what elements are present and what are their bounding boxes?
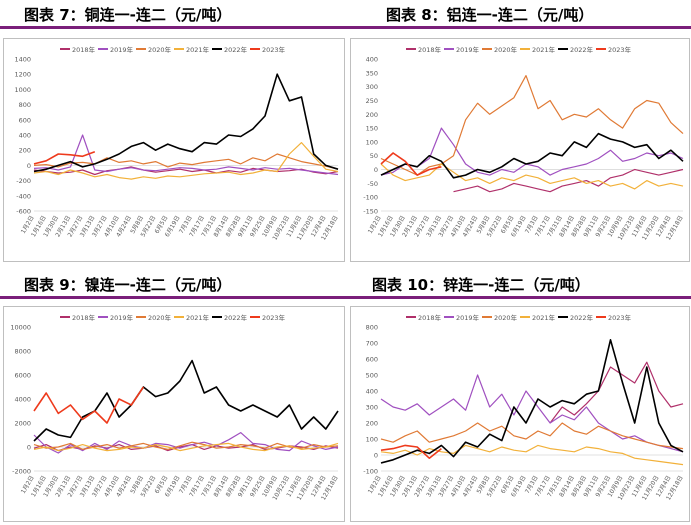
series-line-2022	[380, 132, 684, 179]
y-tick-label: 0	[374, 166, 378, 174]
legend-label: 2022年	[224, 313, 248, 322]
y-tick-label: 100	[366, 436, 378, 444]
y-tick-label: 800	[366, 324, 378, 332]
chart-title-copper: 图表 7：铜连一-连二（元/吨）	[24, 6, 232, 24]
y-tick-label: -50	[367, 180, 378, 188]
chart-panel-nickel: 2018年 2019年 2020年 2021年 2022年 2023年 10000 8000 6…	[3, 306, 345, 522]
legend-label: 2018年	[418, 45, 442, 54]
legend-label: 2022年	[224, 45, 248, 54]
y-tick-label: 200	[366, 111, 378, 119]
legend-label: 2019年	[110, 45, 134, 54]
y-tick-label: 400	[366, 388, 378, 396]
y-tick-label: 6000	[14, 372, 31, 380]
legend-label: 2021年	[532, 45, 556, 54]
series-line-2019	[380, 374, 684, 453]
y-tick-label: 1000	[14, 86, 31, 94]
y-tick-label: 200	[366, 420, 378, 428]
y-tick-label: -100	[363, 194, 378, 202]
y-tick-label: 150	[366, 125, 378, 133]
series-line-2023	[33, 150, 96, 165]
chart-title-zinc: 图表 10：锌连一-连二（元/吨）	[372, 276, 590, 294]
chart-aluminum: 2018年 2019年 2020年 2021年 2022年 2023年 400 350 300 2…	[363, 45, 684, 242]
y-tick-label: 400	[19, 132, 31, 140]
chart-title-nickel: 图表 9：镍连一-连二（元/吨）	[24, 276, 232, 294]
legend-label: 2019年	[110, 313, 134, 322]
legend-label: 2021年	[532, 313, 556, 322]
series-line-2023	[33, 386, 145, 424]
legend-label: 2018年	[72, 45, 96, 54]
series-line-2021	[33, 142, 339, 180]
y-tick-label: 1400	[14, 56, 31, 64]
y-tick-label: -600	[16, 208, 31, 216]
chart-panel-zinc: 2018年 2019年 2020年 2021年 2022年 2023年 800 700 600 5…	[350, 306, 690, 522]
series-line-2019	[33, 134, 339, 176]
y-tick-label: -2000	[12, 468, 31, 476]
series-line-2021	[33, 442, 339, 452]
series-line-2021	[380, 444, 684, 466]
chart-zinc: 2018年 2019年 2020年 2021年 2022年 2023年 800 700 600 5…	[363, 313, 684, 502]
y-tick-label: 300	[366, 83, 378, 91]
series-line-2019	[380, 127, 684, 176]
legend-label: 2021年	[186, 45, 210, 54]
legend-label: 2023年	[608, 45, 632, 54]
series-line-2018	[549, 361, 684, 424]
y-tick-label: -100	[363, 468, 378, 476]
legend-label: 2022年	[570, 313, 594, 322]
middle-divider	[0, 296, 691, 299]
legend-label: 2019年	[456, 313, 480, 322]
y-tick-label: -200	[16, 177, 31, 185]
series-line-2022	[380, 339, 684, 464]
y-tick-label: 200	[19, 147, 31, 155]
y-tick-label: 400	[366, 56, 378, 64]
legend-label: 2019年	[456, 45, 480, 54]
y-tick-label: 50	[370, 152, 378, 160]
y-tick-label: 100	[366, 138, 378, 146]
series-line-2023	[380, 444, 442, 459]
legend-label: 2021年	[186, 313, 210, 322]
y-tick-label: 8000	[14, 348, 31, 356]
y-tick-label: 500	[366, 372, 378, 380]
series-line-2022	[33, 73, 339, 173]
series-line-2020	[380, 422, 684, 450]
y-tick-label: 1200	[14, 71, 31, 79]
y-tick-label: 600	[366, 356, 378, 364]
series-line-2022	[33, 359, 339, 442]
y-tick-label: -400	[16, 192, 31, 200]
legend-label: 2018年	[418, 313, 442, 322]
legend-label: 2020年	[148, 45, 172, 54]
series-line-2018	[33, 166, 339, 176]
chart-title-aluminum: 图表 8：铝连一-连二（元/吨）	[386, 6, 594, 24]
y-tick-label: 700	[366, 340, 378, 348]
y-tick-label: 0	[27, 162, 31, 170]
chart-panel-aluminum: 2018年 2019年 2020年 2021年 2022年 2023年 400 350 300 2…	[350, 38, 690, 262]
chart-nickel: 2018年 2019年 2020年 2021年 2022年 2023年 10000 8000 6…	[10, 313, 339, 502]
y-tick-label: 300	[366, 404, 378, 412]
y-tick-label: 2000	[14, 420, 31, 428]
y-tick-label: 10000	[10, 324, 31, 332]
legend-label: 2020年	[494, 45, 518, 54]
legend-label: 2022年	[570, 45, 594, 54]
top-divider	[0, 26, 691, 29]
legend-label: 2018年	[72, 313, 96, 322]
y-tick-label: 0	[27, 444, 31, 452]
series-line-2021	[380, 163, 684, 190]
y-tick-label: 250	[366, 97, 378, 105]
series-line-2023	[380, 152, 442, 176]
legend-label: 2023年	[262, 313, 286, 322]
legend-label: 2020年	[494, 313, 518, 322]
y-tick-label: 4000	[14, 396, 31, 404]
legend-label: 2023年	[608, 313, 632, 322]
y-tick-label: 800	[19, 101, 31, 109]
legend-label: 2023年	[262, 45, 286, 54]
y-tick-label: 600	[19, 116, 31, 124]
legend-label: 2020年	[148, 313, 172, 322]
chart-panel-copper: 2018年 2019年 2020年 2021年 2022年 2023年 1400 1200 10…	[3, 38, 345, 262]
chart-copper: 2018年 2019年 2020年 2021年 2022年 2023年 1400 1200 10…	[14, 45, 339, 242]
y-tick-label: 350	[366, 69, 378, 77]
y-tick-label: 0	[374, 452, 378, 460]
series-line-2020	[380, 75, 684, 176]
series-line-2018	[453, 168, 684, 193]
y-tick-label: -150	[363, 208, 378, 216]
